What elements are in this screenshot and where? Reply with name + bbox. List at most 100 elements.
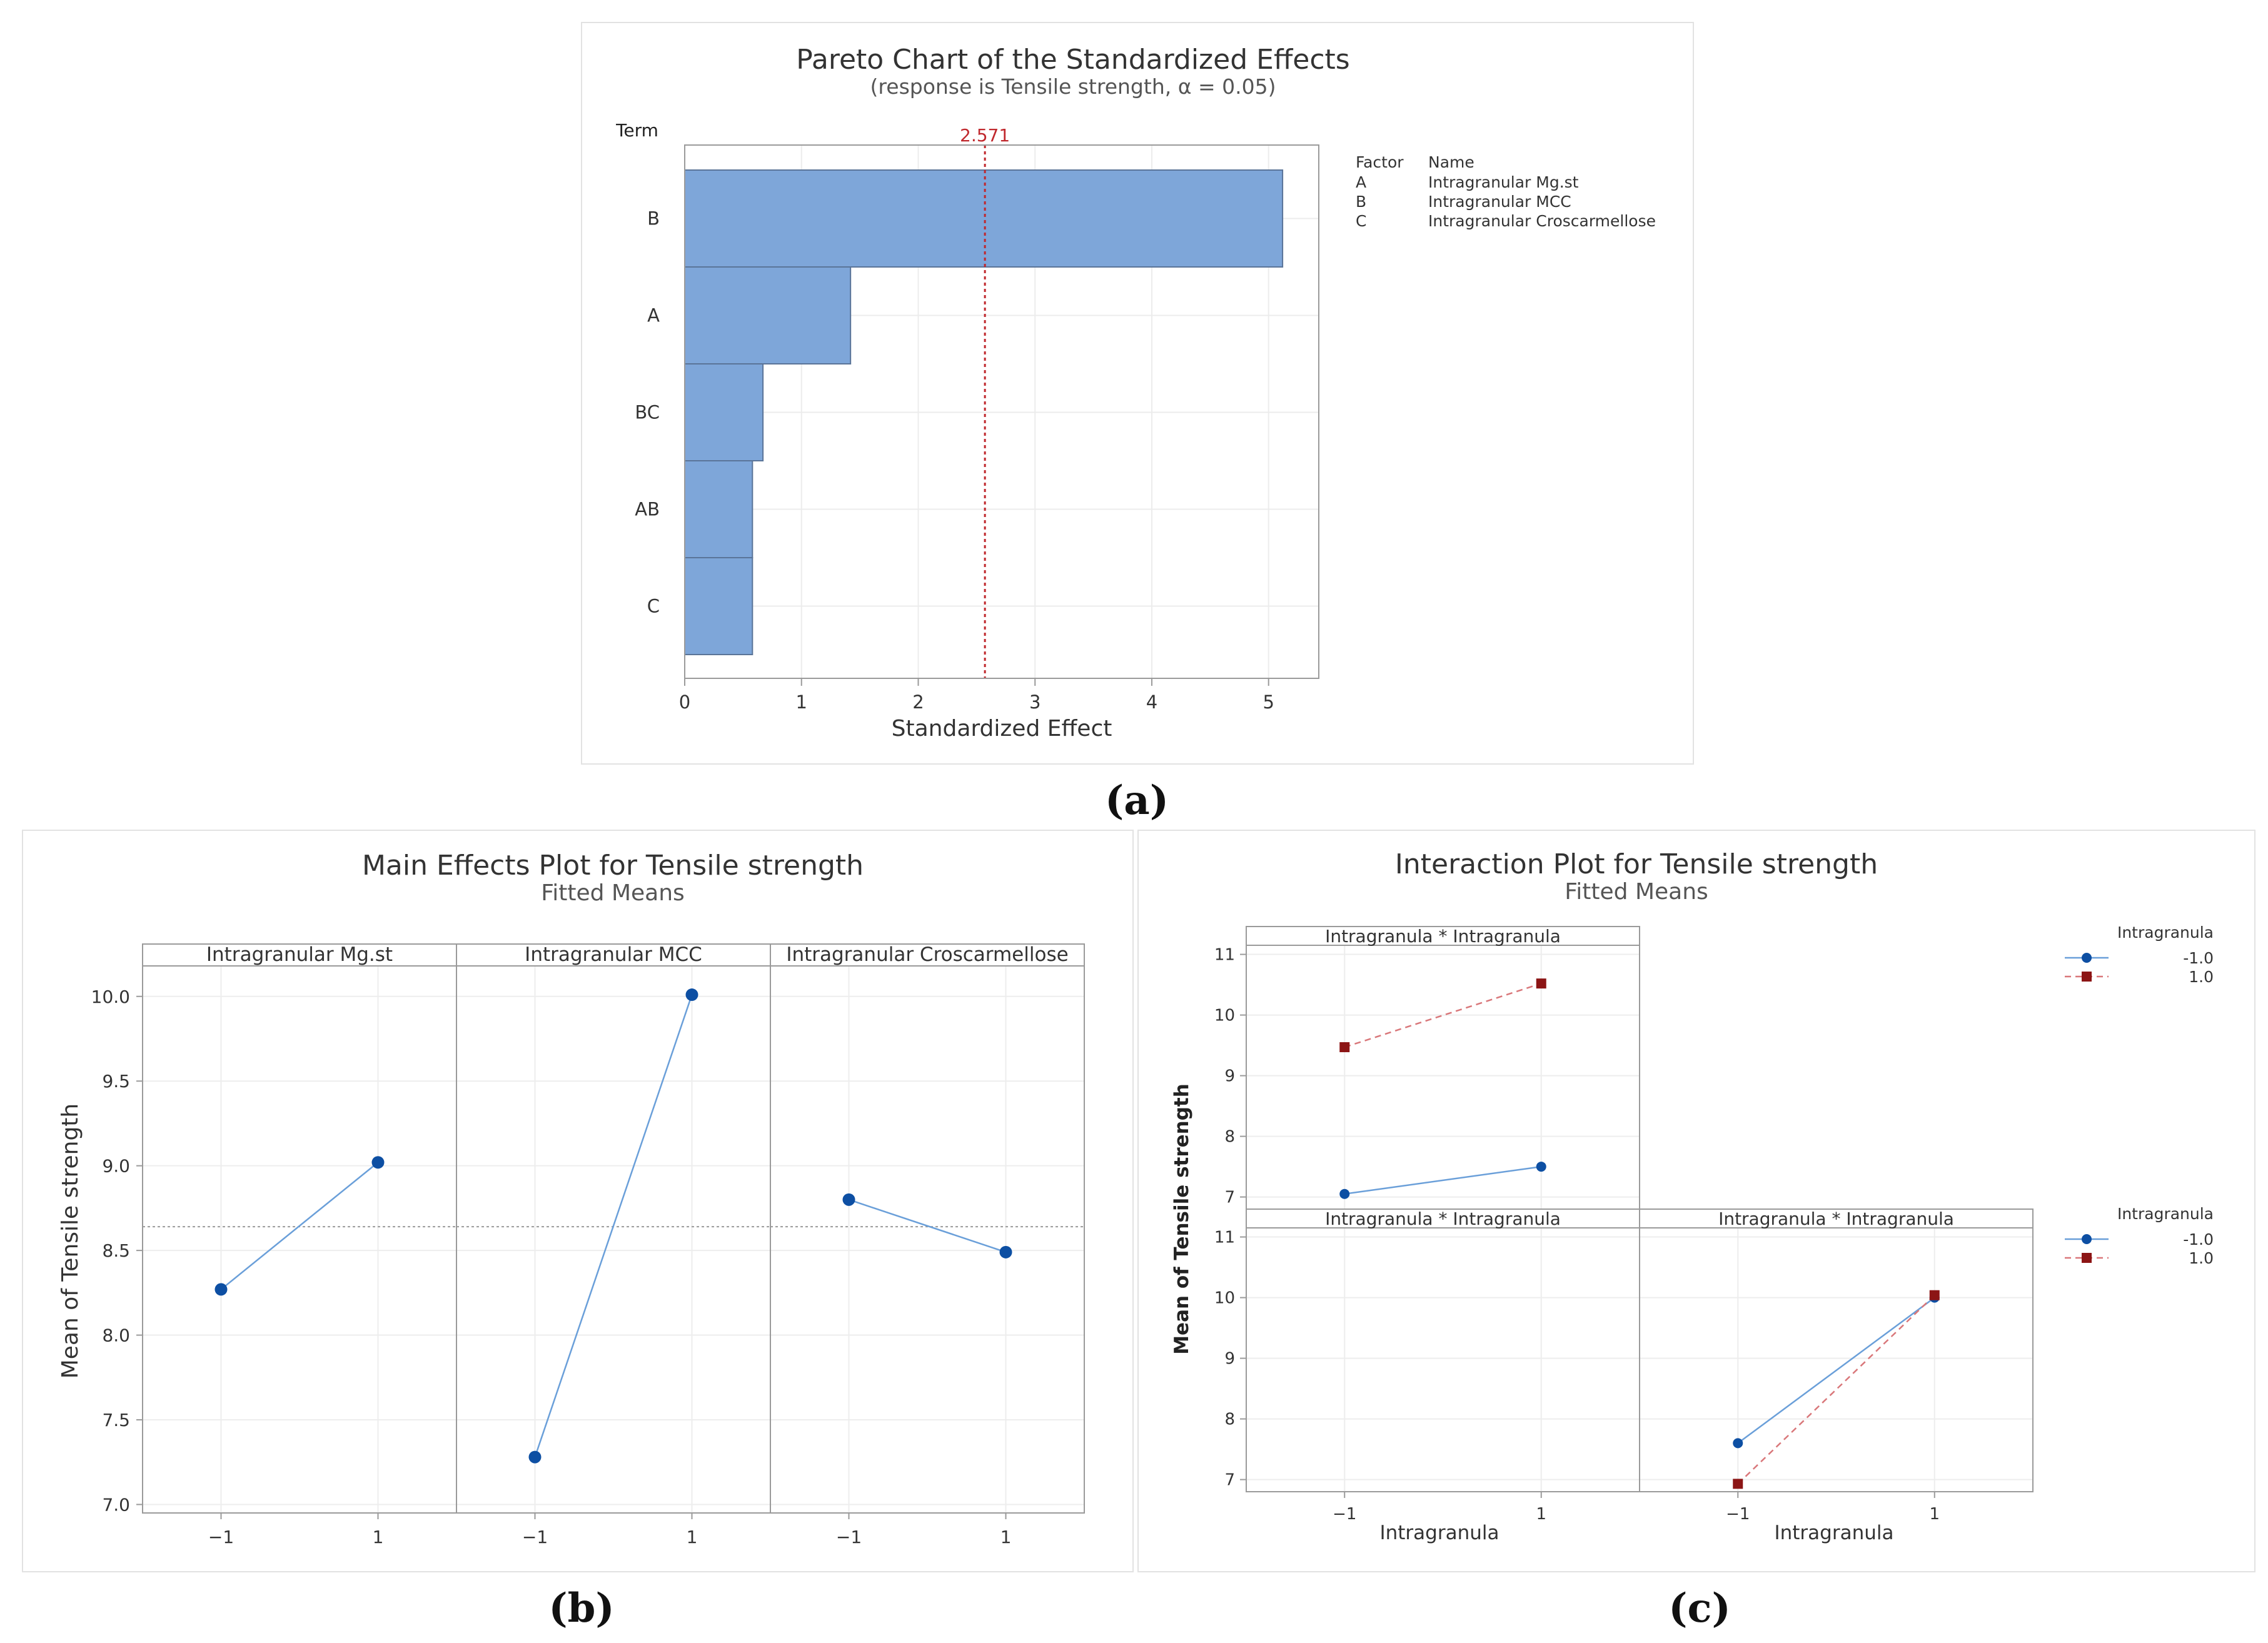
interaction-panel-header: [1246, 1208, 1640, 1228]
y-tick-label: 9.0: [102, 1156, 130, 1177]
interaction-point-series-2: [1536, 978, 1546, 989]
main-effect-point: [999, 1245, 1012, 1259]
interaction-series-line-2: [1344, 982, 1542, 1048]
main-effects-title: Main Effects Plot for Tensile strength: [362, 850, 864, 882]
panel-header: [142, 943, 457, 967]
y-tick-label: 8: [1224, 1128, 1235, 1147]
legend-label-series-2: 1.0: [2189, 968, 2214, 986]
pareto-plot-frame: [684, 144, 1319, 679]
y-tick-label: 9.5: [102, 1071, 130, 1092]
interaction-plot-area: Intragranula * Intragranula Intragranula …: [1214, 923, 2214, 1524]
y-tick-label: 8.5: [102, 1240, 130, 1261]
legend-factor-b: B: [1356, 193, 1366, 211]
panel-header: [770, 943, 1085, 967]
pareto-x-ticks: 0 1 2 3 4 5: [679, 678, 1274, 713]
main-effect-line: [849, 1198, 1006, 1254]
y-tick-label: 10: [1214, 1289, 1235, 1308]
main-effect-line: [534, 994, 693, 1458]
x-tick-label: 1: [1536, 1505, 1546, 1524]
pareto-x-tick-label: 1: [796, 691, 807, 713]
interaction-point-series-2: [1929, 1290, 1940, 1300]
legend-marker-series-2: [2082, 1253, 2092, 1263]
interaction-chart: Interaction Plot for Tensile strength Fi…: [1137, 830, 2255, 1632]
panel-header: [456, 943, 771, 967]
pareto-x-axis-title: Standardized Effect: [892, 716, 1112, 741]
interaction-subtitle: Fitted Means: [1565, 879, 1708, 905]
interaction-series-line-1: [1344, 1165, 1541, 1195]
legend-label-series-1: -1.0: [2183, 1230, 2214, 1249]
legend-marker-series-1: [2082, 953, 2092, 963]
x-tick-label: 1: [373, 1527, 384, 1547]
pareto-x-tick-label: 2: [912, 691, 924, 713]
interaction-y-axis-title: Mean of Tensile strength: [1171, 1083, 1193, 1355]
pareto-category-label: C: [647, 596, 660, 617]
y-tick-label: 7: [1224, 1471, 1235, 1490]
interaction-point-series-1: [1339, 1188, 1350, 1199]
main-effect-point: [842, 1193, 855, 1206]
panel-label-b: (b): [548, 1585, 614, 1632]
panel-header-label: Intragranular Croscarmellose: [786, 943, 1068, 966]
interaction-legend-title: Intragranula: [2117, 923, 2214, 942]
main-effects-subtitle: Fitted Means: [541, 880, 685, 906]
x-tick-label: −1: [208, 1527, 234, 1547]
legend-name-b: Intragranular MCC: [1428, 193, 1571, 211]
interaction-legend-title: Intragranula: [2117, 1205, 2214, 1223]
legend-marker-series-1: [2082, 1234, 2092, 1244]
main-effects-y-axis-title: Mean of Tensile strength: [58, 1103, 83, 1379]
interaction-point-series-2: [1339, 1042, 1350, 1052]
main-effect-point: [528, 1450, 542, 1464]
y-tick-label: 11: [1214, 1228, 1235, 1247]
interaction-point-series-1: [1536, 1162, 1546, 1172]
pareto-subtitle: (response is Tensile strength, α = 0.05): [870, 74, 1276, 99]
y-tick-label: 7.5: [102, 1410, 130, 1430]
interaction-x-axis-title-right: Intragranula: [1774, 1522, 1893, 1544]
interaction-x-axis-title-left: Intragranula: [1379, 1522, 1499, 1544]
main-effect-point: [214, 1283, 228, 1296]
pareto-x-tick-label: 5: [1263, 691, 1274, 713]
pareto-factor-legend: Factor Name A Intragranular Mg.st B Intr…: [1356, 153, 1656, 230]
pareto-title: Pareto Chart of the Standardized Effects: [796, 44, 1349, 76]
pareto-frame: [581, 22, 1694, 765]
y-tick-label: 8.0: [102, 1325, 130, 1346]
y-tick-label: 7: [1224, 1188, 1235, 1207]
pareto-x-tick-label: 4: [1146, 691, 1157, 713]
interaction-panel-header: [1246, 926, 1640, 946]
legend-name-c: Intragranular Croscarmellose: [1428, 212, 1656, 230]
y-tick-label: 7.0: [102, 1494, 130, 1515]
pareto-bar-b: [684, 169, 1284, 268]
main-effect-point: [685, 988, 698, 1002]
legend-marker-series-2: [2082, 972, 2092, 982]
legend-header-factor: Factor: [1356, 153, 1404, 171]
panel-header-label: Intragranular Mg.st: [206, 943, 393, 966]
panel-frame: [770, 943, 1085, 1514]
pareto-bar-c: [684, 557, 753, 655]
x-tick-label: 1: [1000, 1527, 1012, 1547]
panel-header-label: Intragranular MCC: [525, 943, 702, 966]
pareto-term-label: Term: [615, 120, 658, 141]
interaction-series-line-2: [1737, 1294, 1935, 1485]
y-tick-label: 8: [1224, 1410, 1235, 1429]
legend-header-name: Name: [1428, 153, 1474, 171]
interaction-title: Interaction Plot for Tensile strength: [1395, 848, 1878, 880]
interaction-point-series-2: [1733, 1479, 1743, 1489]
x-tick-label: −1: [1333, 1505, 1356, 1524]
interaction-panel-header-label: Intragranula * Intragranula: [1718, 1208, 1954, 1229]
legend-name-a: Intragranular Mg.st: [1428, 173, 1579, 191]
y-tick-label: 10.0: [91, 987, 130, 1007]
pareto-category-label: A: [647, 305, 660, 326]
x-tick-label: −1: [836, 1527, 862, 1547]
pareto-x-tick-label: 3: [1029, 691, 1041, 713]
interaction-panel-header-label: Intragranula * Intragranula: [1325, 926, 1561, 947]
main-effects-plot-area: Intragranular Mg.st −1 1 Intragranular MCC −…: [91, 943, 1085, 1547]
pareto-x-tick-label: 0: [679, 691, 690, 713]
y-tick-label: 10: [1214, 1007, 1235, 1025]
interaction-point-series-1: [1733, 1438, 1743, 1449]
panel-label-a: (a): [1105, 777, 1169, 824]
pareto-bar-bc: [684, 363, 764, 461]
main-effect-point: [371, 1156, 385, 1169]
legend-factor-a: A: [1356, 173, 1366, 191]
reference-line-label: 2.571: [960, 125, 1010, 146]
panel-label-c: (c): [1668, 1585, 1731, 1632]
